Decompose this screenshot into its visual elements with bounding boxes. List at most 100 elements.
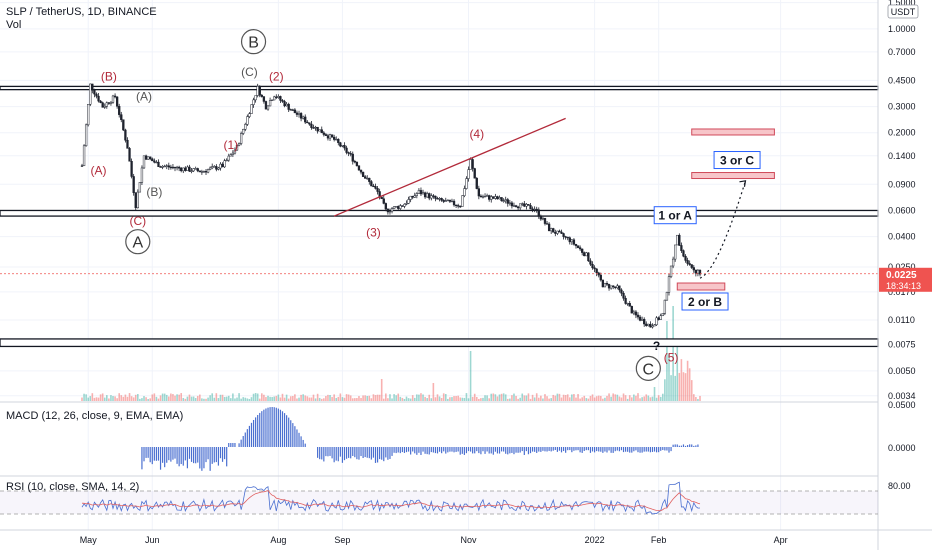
symbol-title[interactable]: SLP / TetherUS, 1D, BINANCE: [6, 6, 157, 18]
candle-body: [459, 205, 462, 208]
volume-bar: [281, 393, 284, 401]
macd-bar: [651, 447, 654, 452]
macd-bar: [186, 447, 189, 469]
wave-circle-icon: [125, 229, 151, 255]
volume-bar: [141, 398, 143, 401]
volume-bar: [234, 398, 236, 401]
candle-body: [442, 200, 445, 202]
candle-body: [330, 134, 334, 138]
volume-label[interactable]: Vol: [6, 19, 22, 31]
price-axis[interactable]: 1.5000 1.0000 0.7000 0.4500 0.3000 0.2000 0.14…: [888, 0, 916, 401]
candle-body: [376, 188, 379, 192]
volume-bar: [676, 341, 679, 401]
volume-bar: [513, 393, 515, 401]
macd-bar: [581, 447, 583, 453]
candle-body: [337, 138, 340, 143]
candle-body: [651, 325, 654, 328]
macd-bar: [252, 419, 255, 447]
candle-body: [452, 200, 456, 206]
macd-bar: [494, 447, 496, 452]
volume-bar: [341, 397, 344, 401]
macd-bar: [379, 447, 381, 460]
candle-body: [463, 188, 466, 196]
candle-body: [521, 203, 524, 205]
macd-bar: [182, 447, 184, 466]
volume-bar: [517, 398, 519, 401]
volume-bar: [122, 396, 125, 401]
candle-body: [146, 156, 150, 160]
candle-body: [132, 176, 135, 193]
currency-badge[interactable]: [887, 4, 919, 19]
volume-bar: [366, 395, 369, 401]
candle-body: [339, 142, 342, 147]
candle-body: [138, 182, 142, 193]
candle-body: [574, 244, 578, 246]
macd-bar: [641, 447, 643, 453]
volume-bar: [201, 398, 203, 401]
candle-body: [299, 113, 303, 119]
price-tick-label: 0.1400: [888, 151, 916, 161]
trendline[interactable]: [333, 117, 566, 217]
macd-bar: [577, 447, 579, 451]
volume-bar: [238, 393, 240, 401]
volume-bar: [550, 398, 552, 401]
candle-body: [419, 190, 423, 195]
macd-bar: [424, 447, 426, 454]
candle-body: [589, 260, 592, 265]
candle-body: [653, 324, 656, 327]
macd-bar: [207, 447, 209, 460]
candle-body: [545, 223, 549, 225]
macd-bar: [296, 429, 298, 447]
macd-bar: [255, 417, 257, 447]
volume-bar: [564, 395, 567, 401]
volume-bar: [172, 394, 174, 401]
candle-body: [262, 96, 266, 102]
volume-bar: [325, 396, 327, 401]
volume-bar: [362, 395, 364, 401]
volume-bar: [490, 393, 493, 401]
candle-body: [512, 205, 516, 207]
volume-bar: [223, 396, 226, 401]
candle-body: [519, 203, 522, 209]
macd-bar: [432, 447, 434, 453]
candle-body: [312, 127, 315, 129]
volume-bar: [455, 396, 457, 401]
candle-body: [180, 167, 183, 172]
candle-body: [593, 267, 596, 270]
macd-bar: [449, 447, 451, 452]
volume-bar: [385, 393, 387, 401]
candle-body: [349, 153, 352, 155]
candle-body: [479, 195, 483, 198]
volume-bar: [678, 372, 681, 401]
macd-bar: [689, 444, 691, 447]
volume-bar: [153, 393, 156, 401]
candle-body: [242, 129, 245, 134]
macd-bar: [622, 447, 625, 453]
candle-body: [543, 217, 547, 224]
volume-bar: [659, 396, 662, 401]
time-axis[interactable]: May Jun Aug Sep Nov 2022 Feb Apr: [80, 535, 788, 545]
currency-label: USDT: [891, 7, 916, 17]
volume-bar: [630, 397, 633, 401]
macd-bar: [459, 447, 461, 455]
candle-body: [361, 171, 365, 177]
volume-bar: [380, 379, 383, 401]
price-tick-label: 0.0075: [888, 340, 916, 350]
candle-body: [84, 124, 88, 147]
price-tick-label: 0.0050: [888, 366, 916, 376]
volume-bar: [500, 393, 503, 401]
candle-body: [304, 116, 307, 123]
macd-bar: [257, 415, 259, 447]
macd-bar: [420, 447, 422, 455]
volume-bar: [376, 394, 379, 401]
candle-body: [568, 237, 571, 243]
candle-body: [322, 132, 325, 135]
volume-bar: [566, 394, 569, 401]
candle-body: [609, 285, 613, 289]
price-tick-label: 0.3000: [888, 102, 916, 112]
candle-body: [366, 177, 369, 180]
rsi-title[interactable]: RSI (10, close, SMA, 14, 2): [6, 481, 139, 493]
volume-bar: [347, 394, 350, 401]
macd-title[interactable]: MACD (12, 26, close, 9, EMA, EMA): [6, 410, 183, 422]
